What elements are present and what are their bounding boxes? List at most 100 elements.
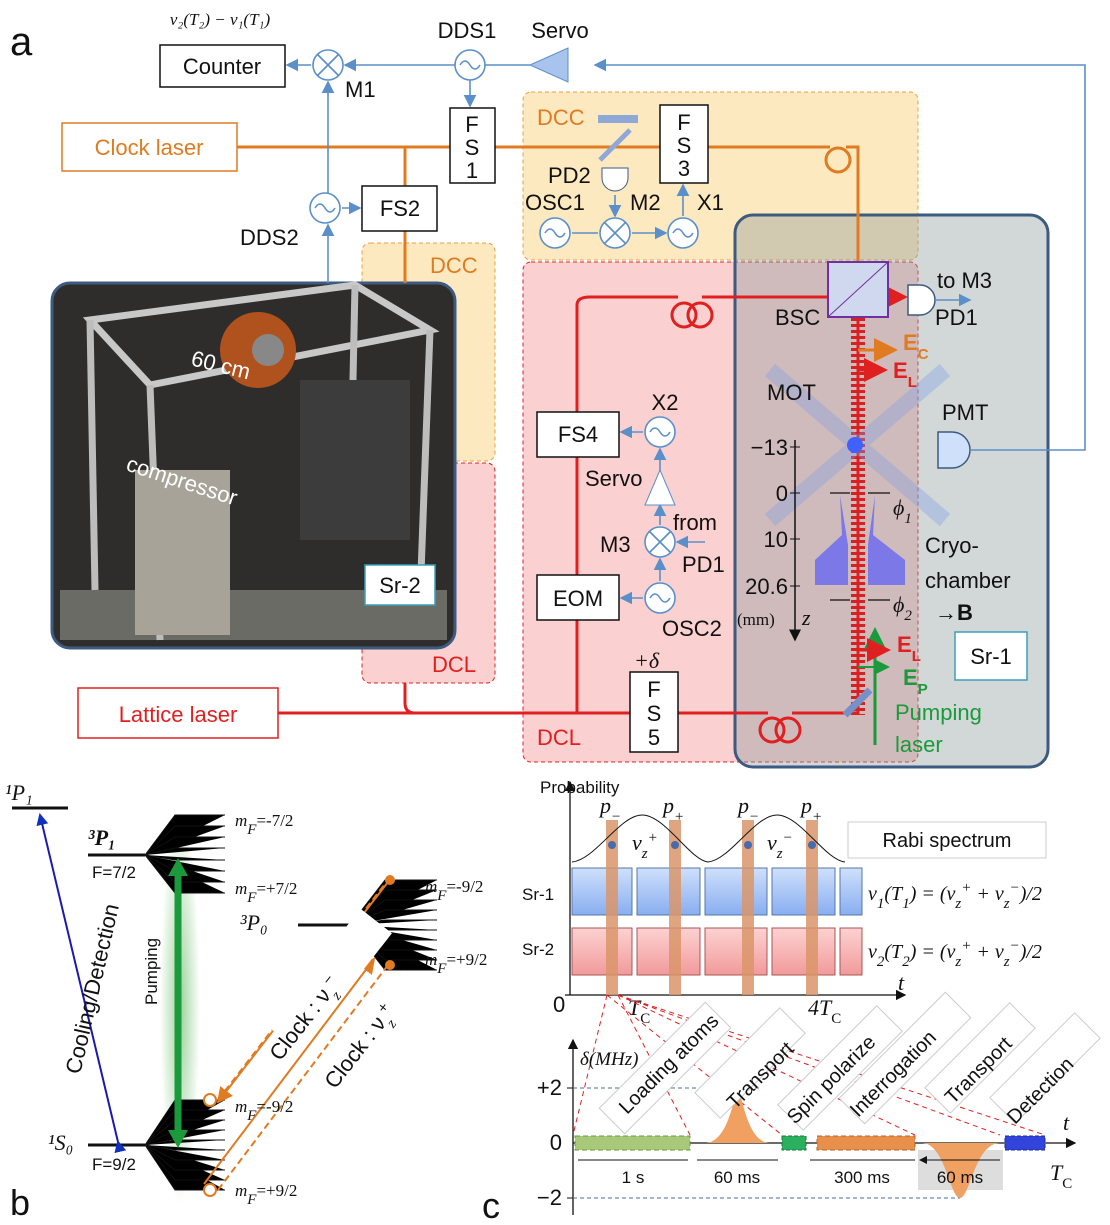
label: − [1010,880,1020,896]
label: + [674,809,684,825]
label: X2 [652,390,679,415]
label: OSC1 [525,190,585,215]
label: + [961,938,971,954]
panel-label: c [482,1185,500,1225]
label: )/2 [1019,941,1042,963]
label: Counter [183,54,261,79]
label: z [954,896,961,912]
label: m [235,811,247,830]
cycle [637,868,700,915]
label: C [1062,1176,1072,1192]
label: S [677,133,692,158]
label: L [908,374,917,391]
panel-label: a [10,20,33,64]
label: OSC2 [662,616,722,641]
cycle [705,928,767,975]
cycle [637,928,700,975]
label: 4TC [808,995,841,1027]
label: z [1003,896,1010,912]
label: S [647,701,662,726]
label: +δ [634,648,660,673]
label: =+9/2 [446,950,487,969]
mirror [598,115,638,123]
label: =-9/2 [256,1097,293,1116]
detection-segment [1005,1136,1045,1150]
label: Cooling/Detection [61,901,124,1076]
label: M1 [345,77,376,102]
label: E [903,665,918,690]
label: z [641,846,648,862]
label: m [425,877,437,896]
label: 60 ms [937,1168,983,1187]
label: 1 s [622,1168,645,1187]
cryo-head [252,334,284,366]
figure: 60 cm compressor Sr-2 a ν₂(T₂) − ν₁(T₁) … [0,0,1110,1225]
label: DDS2 [240,225,299,250]
label: νz− [767,830,793,862]
label: m [235,1181,247,1200]
label: Lattice laser [119,702,238,727]
state [204,1094,216,1106]
label: m [235,1097,247,1116]
label: DCC [430,253,478,278]
label: =+9/2 [256,1181,297,1200]
label: →B [935,600,973,625]
label: 2 [904,608,912,624]
label: 0 [553,992,565,1017]
label: ) = (ν [909,941,956,963]
label: z [1003,954,1010,970]
label: 300 ms [834,1168,890,1187]
label: mF=-9/2 [235,1097,293,1124]
probe-points [671,841,679,849]
label: 60 ms [714,1168,760,1187]
label: z [776,846,783,862]
label: )/2 [1019,883,1042,905]
spin-segment [782,1136,806,1150]
photodiode [602,168,628,191]
label: 20.6 [745,574,788,599]
label: δ(MHz) [580,1049,638,1070]
label: X1 [697,190,724,215]
label: Clock : νz+ [318,999,405,1098]
cycle [572,928,632,975]
label: FS4 [558,422,598,447]
label: F [677,110,690,135]
label: ¹P₁ [5,780,33,805]
servo [530,48,568,82]
label: Sr-1 [970,644,1012,669]
cycle [840,928,862,975]
cycle [772,928,835,975]
label: −13 [751,435,788,460]
label: Sr-2 [379,573,421,598]
label: F [465,112,478,137]
pmt [938,432,970,468]
label: =-9/2 [446,877,483,896]
probe-points [744,841,752,849]
label: z [801,605,811,630]
label: −2 [537,1185,562,1210]
label: Sr-2 [522,940,554,959]
label: TC [628,995,650,1027]
label: F=9/2 [92,1155,136,1174]
label: Servo [585,466,642,491]
label: C [831,1011,841,1027]
label: 10 [764,527,788,552]
label: Rabi spectrum [883,830,1012,852]
label: z [954,954,961,970]
label: chamber [925,568,1011,593]
label: DCL [432,652,476,677]
label: (T [884,883,904,905]
label: ) = (ν [909,883,956,905]
label: E [893,358,908,383]
cycle [705,868,767,915]
label: + ν [971,941,1003,963]
label: ¹S₀ [48,1130,73,1155]
label: Cryo- [925,533,979,558]
label: PD2 [548,163,591,188]
label: t [898,970,905,995]
label: M3 [600,532,631,557]
label: mF=-7/2 [235,811,293,838]
label: p [799,793,812,818]
label: t [1063,1110,1070,1135]
label: laser [895,732,943,757]
